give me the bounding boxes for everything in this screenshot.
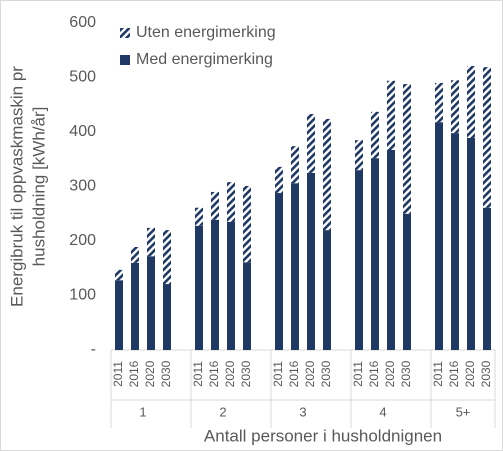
bar-segment	[115, 280, 123, 350]
bar-segment	[467, 137, 475, 350]
bar-segment	[243, 185, 251, 263]
legend-label: Med energimerking	[136, 51, 273, 68]
y-tick-label: 300	[69, 178, 96, 195]
y-tick-label: 600	[69, 14, 96, 31]
x-tick-label: 2016	[127, 360, 141, 387]
bar-segment	[227, 221, 235, 350]
bar-segment	[403, 213, 411, 350]
bar-segment	[355, 170, 363, 350]
bar-segment	[291, 146, 299, 184]
bar-segment	[451, 80, 459, 134]
group-label: 2	[219, 404, 226, 419]
bar-segment	[483, 67, 491, 208]
bar-segment	[163, 230, 171, 285]
x-tick-label: 2030	[319, 360, 333, 387]
y-tick-label: 400	[69, 123, 96, 140]
y-axis-title: husholdning [kWh/år]	[29, 107, 48, 267]
bar-segment	[131, 246, 139, 263]
bar-segment	[451, 133, 459, 350]
bar-segment	[483, 207, 491, 350]
y-tick-label: 100	[69, 287, 96, 304]
x-tick-label: 2016	[367, 360, 381, 387]
x-tick-label: 2030	[159, 360, 173, 387]
y-tick-label: 200	[69, 232, 96, 249]
bar-segment	[211, 191, 219, 220]
bar-segment	[275, 166, 283, 194]
group-label: 5+	[456, 404, 471, 419]
x-tick-label: 2030	[239, 360, 253, 387]
y-tick-label: 500	[69, 69, 96, 86]
group-label: 4	[379, 404, 386, 419]
bar-segment	[291, 183, 299, 350]
x-tick-label: 2020	[143, 360, 157, 387]
bar-segment	[435, 122, 443, 350]
x-tick-label: 2011	[271, 361, 285, 387]
x-tick-label: 2030	[399, 360, 413, 387]
x-tick-label: 2016	[207, 360, 221, 387]
bar-segment	[387, 149, 395, 350]
bar-segment	[467, 66, 475, 138]
bar-segment	[371, 158, 379, 350]
bar-segment	[387, 80, 395, 150]
bar-segment	[147, 227, 155, 257]
y-axis-title: Energibruk til oppvaskmaskin pr	[7, 66, 26, 307]
bar-segment	[307, 114, 315, 173]
x-tick-label: 2011	[431, 361, 445, 387]
bar-segment	[403, 84, 411, 214]
group-label: 1	[139, 404, 146, 419]
bar-segment	[227, 182, 235, 222]
x-tick-label: 2011	[111, 361, 125, 387]
bar-segment	[371, 111, 379, 159]
x-tick-label: 2016	[447, 360, 461, 387]
bar-segment	[115, 269, 123, 281]
bar-segment	[131, 262, 139, 350]
x-tick-label: 2020	[383, 360, 397, 387]
bar-segment	[195, 207, 203, 226]
x-tick-label: 2011	[191, 361, 205, 387]
legend-swatch	[120, 55, 130, 65]
bar-segment	[243, 262, 251, 350]
bar-segment	[307, 172, 315, 350]
bar-segment	[355, 140, 363, 171]
x-tick-label: 2020	[223, 360, 237, 387]
legend-swatch	[120, 28, 130, 38]
x-axis-title: Antall personer i husholdnignen	[204, 426, 442, 445]
bar-segment	[147, 256, 155, 350]
bar-segment	[275, 193, 283, 350]
x-tick-label: 2020	[303, 360, 317, 387]
y-tick-label: -	[91, 341, 96, 358]
bar-segment	[323, 118, 331, 231]
bar-segment	[163, 284, 171, 350]
bar-segment	[211, 219, 219, 350]
bar-segment	[323, 230, 331, 350]
x-tick-label: 2011	[351, 361, 365, 387]
x-tick-label: 2016	[287, 360, 301, 387]
group-label: 3	[299, 404, 306, 419]
legend-label: Uten energimerking	[136, 24, 276, 41]
x-tick-label: 2020	[463, 360, 477, 387]
bar-segment	[195, 225, 203, 350]
x-tick-label: 2030	[479, 360, 493, 387]
bar-segment	[435, 82, 443, 123]
